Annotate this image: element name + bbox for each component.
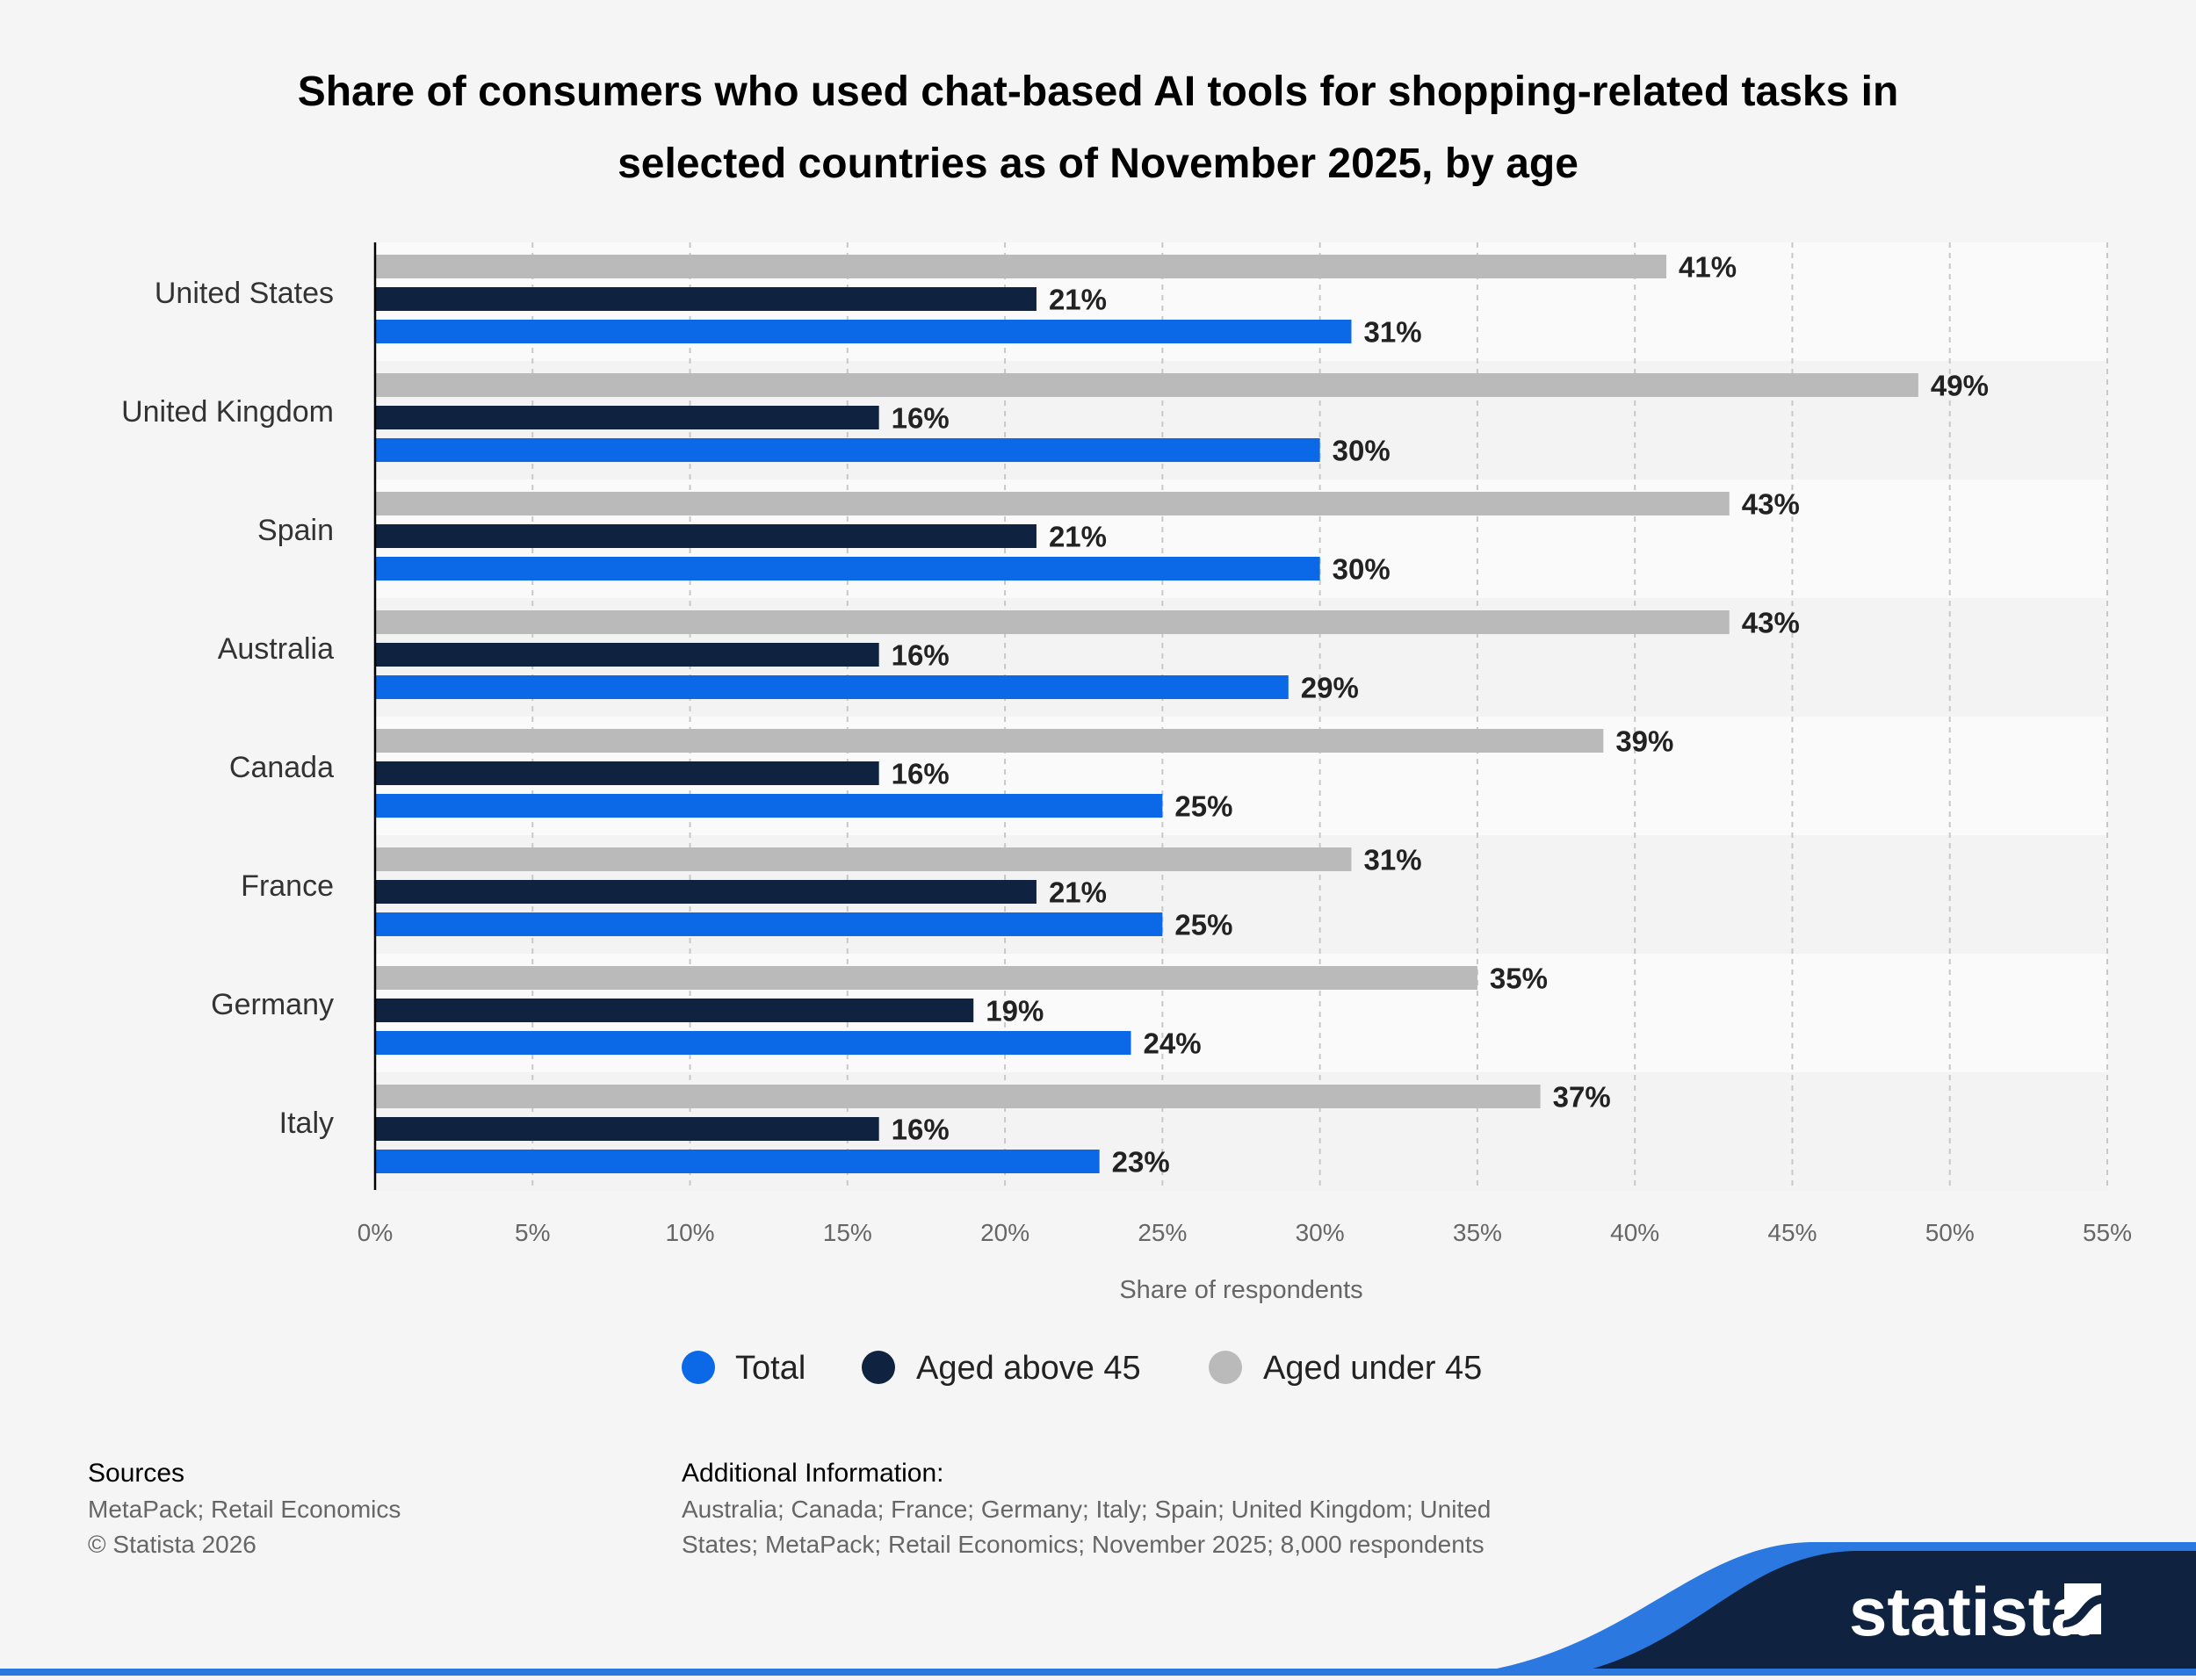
- category-label: Germany: [211, 988, 334, 1021]
- bar-aged-under-45-italy[interactable]: [375, 1085, 1541, 1108]
- data-label: 21%: [1049, 521, 1107, 553]
- legend-label-aged-under-45: Aged under 45: [1263, 1350, 1482, 1387]
- legend-item-total[interactable]: Total: [682, 1350, 805, 1387]
- category-labels: United States United Kingdom Spain Australi…: [121, 277, 334, 1140]
- bar-aged-under-45-france[interactable]: [375, 847, 1352, 871]
- x-tick-labels: 0% 5% 10% 15% 20% 25% 30% 35% 40% 45% 50% 55%: [358, 1219, 2132, 1246]
- data-label: 39%: [1615, 725, 1673, 758]
- data-label: 35%: [1490, 963, 1548, 995]
- chart-title-line-1: Share of consumers who used chat-based A…: [298, 68, 1899, 115]
- data-label: 23%: [1112, 1146, 1170, 1179]
- x-tick-label: 15%: [823, 1219, 872, 1246]
- bar-aged-under-45-australia[interactable]: [375, 610, 1730, 634]
- category-label: United Kingdom: [121, 395, 334, 429]
- footer-sources: Sources MetaPack; Retail Economics © Sta…: [88, 1459, 401, 1558]
- category-label: Australia: [218, 632, 334, 666]
- bar-total-france[interactable]: [375, 912, 1163, 936]
- x-tick-label: 50%: [1925, 1219, 1975, 1246]
- x-axis-title: Share of respondents: [1119, 1276, 1362, 1304]
- category-label: United States: [155, 277, 334, 310]
- data-label: 41%: [1679, 251, 1737, 284]
- category-label: Canada: [229, 751, 334, 784]
- data-label: 16%: [892, 1114, 950, 1146]
- statista-logo-band[interactable]: statista: [0, 1542, 2196, 1676]
- bars: 41% 21% 31% 49% 16% 30% 43% 21% 30% 43% 16% 29% 39% 1…: [375, 251, 1989, 1179]
- legend: Total Aged above 45 Aged under 45: [682, 1350, 1482, 1387]
- sources-heading: Sources: [88, 1459, 184, 1488]
- bar-total-spain[interactable]: [375, 557, 1320, 580]
- data-label: 19%: [986, 995, 1044, 1027]
- legend-swatch-total: [682, 1351, 715, 1384]
- bar-total-germany[interactable]: [375, 1031, 1131, 1055]
- bar-aged-under-45-canada[interactable]: [375, 729, 1604, 753]
- bar-aged-under-45-germany[interactable]: [375, 966, 1477, 990]
- data-label: 30%: [1333, 553, 1391, 586]
- bottom-blue-line: [0, 1669, 2196, 1676]
- data-label: 43%: [1742, 607, 1800, 639]
- x-tick-label: 10%: [666, 1219, 715, 1246]
- bar-total-australia[interactable]: [375, 675, 1289, 699]
- x-tick-label: 35%: [1453, 1219, 1502, 1246]
- data-label: 43%: [1742, 488, 1800, 521]
- additional-info-line-1: Australia; Canada; France; Germany; Ital…: [682, 1496, 1491, 1523]
- copyright: © Statista 2026: [88, 1531, 256, 1558]
- additional-info-line-2: States; MetaPack; Retail Economics; Nove…: [682, 1531, 1484, 1558]
- legend-item-aged-under-45[interactable]: Aged under 45: [1209, 1350, 1482, 1387]
- data-label: 21%: [1049, 284, 1107, 316]
- bar-aged-above-45-united-states[interactable]: [375, 287, 1037, 311]
- category-label: Spain: [257, 514, 334, 547]
- bar-aged-above-45-italy[interactable]: [375, 1117, 879, 1141]
- bar-aged-above-45-united-kingdom[interactable]: [375, 406, 879, 429]
- legend-label-aged-above-45: Aged above 45: [916, 1350, 1141, 1387]
- bar-aged-under-45-united-states[interactable]: [375, 255, 1667, 278]
- bar-total-united-states[interactable]: [375, 320, 1352, 343]
- x-tick-label: 20%: [980, 1219, 1029, 1246]
- data-label: 16%: [892, 639, 950, 672]
- category-label: France: [241, 869, 334, 903]
- additional-info-heading: Additional Information:: [682, 1459, 944, 1488]
- data-label: 16%: [892, 402, 950, 435]
- x-tick-label: 55%: [2083, 1219, 2132, 1246]
- chart-title-line-2: selected countries as of November 2025, …: [618, 141, 1578, 187]
- category-label: Italy: [279, 1107, 334, 1140]
- sources-text[interactable]: MetaPack; Retail Economics: [88, 1496, 401, 1523]
- data-label: 16%: [892, 758, 950, 790]
- data-label: 24%: [1144, 1027, 1202, 1060]
- legend-swatch-aged-under-45: [1209, 1351, 1242, 1384]
- data-label: 31%: [1363, 316, 1421, 349]
- bar-total-canada[interactable]: [375, 794, 1163, 818]
- legend-label-total: Total: [735, 1350, 805, 1387]
- data-label: 31%: [1363, 844, 1421, 876]
- data-label: 21%: [1049, 876, 1107, 909]
- bar-aged-under-45-united-kingdom[interactable]: [375, 373, 1918, 397]
- data-label: 25%: [1174, 790, 1232, 823]
- legend-swatch-aged-above-45: [862, 1351, 895, 1384]
- bar-aged-above-45-germany[interactable]: [375, 999, 974, 1022]
- x-tick-label: 5%: [515, 1219, 550, 1246]
- statista-logo-text: statista: [1849, 1573, 2090, 1650]
- legend-item-aged-above-45[interactable]: Aged above 45: [862, 1350, 1141, 1387]
- bar-total-italy[interactable]: [375, 1150, 1100, 1173]
- bar-aged-above-45-spain[interactable]: [375, 524, 1037, 548]
- x-tick-label: 25%: [1138, 1219, 1187, 1246]
- bar-aged-under-45-spain[interactable]: [375, 492, 1730, 516]
- data-label: 25%: [1174, 909, 1232, 941]
- bar-aged-above-45-france[interactable]: [375, 880, 1037, 904]
- bar-aged-above-45-australia[interactable]: [375, 643, 879, 667]
- x-tick-label: 30%: [1296, 1219, 1345, 1246]
- bar-aged-above-45-canada[interactable]: [375, 761, 879, 785]
- data-label: 29%: [1301, 672, 1359, 704]
- data-label: 49%: [1931, 370, 1989, 402]
- x-tick-label: 45%: [1767, 1219, 1817, 1246]
- footer-additional-info: Additional Information: Australia; Canad…: [682, 1459, 1491, 1558]
- logo-wave-navy: [1564, 1551, 2196, 1676]
- x-tick-label: 40%: [1610, 1219, 1659, 1246]
- data-label: 37%: [1553, 1081, 1611, 1114]
- statista-logo-icon: [2064, 1583, 2101, 1634]
- bar-total-united-kingdom[interactable]: [375, 438, 1320, 462]
- data-label: 30%: [1333, 435, 1391, 467]
- x-tick-label: 0%: [358, 1219, 393, 1246]
